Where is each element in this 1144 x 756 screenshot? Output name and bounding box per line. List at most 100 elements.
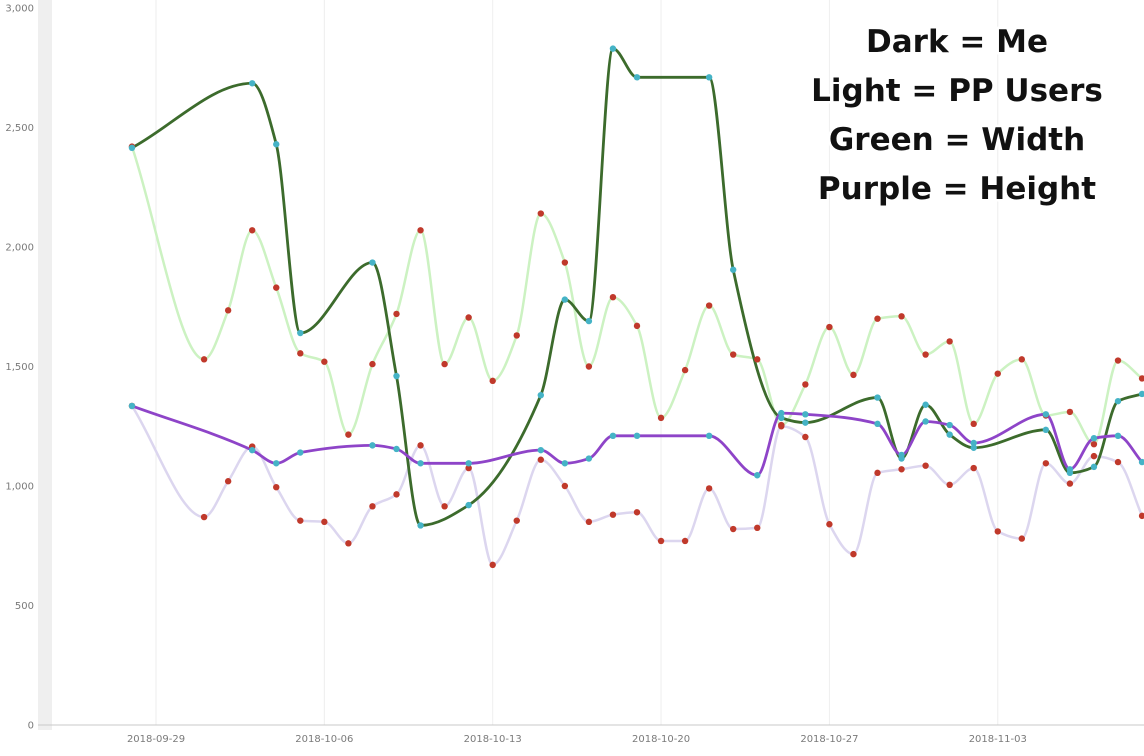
data-point-series-4 (609, 432, 617, 440)
data-point-series-2 (850, 550, 857, 558)
data-point-series-3 (730, 266, 737, 273)
data-point-series-1 (1018, 356, 1025, 363)
data-point-series-2 (489, 561, 496, 569)
data-point-series-2 (200, 513, 208, 521)
data-point-series-4 (128, 402, 136, 410)
data-point-series-1 (657, 414, 665, 422)
data-point-series-4 (922, 418, 929, 425)
data-point-series-3 (874, 394, 881, 401)
x-tick-label: 2018-10-13 (464, 734, 522, 745)
data-point-series-2 (730, 525, 737, 533)
data-point-series-4 (754, 472, 761, 479)
data-point-series-1 (537, 210, 544, 217)
data-point-series-1 (513, 332, 520, 339)
data-point-series-2 (585, 518, 593, 526)
data-point-series-2 (417, 442, 424, 449)
data-point-series-4 (898, 451, 905, 459)
data-point-series-1 (200, 356, 208, 363)
data-point-series-4 (273, 460, 280, 467)
data-point-series-2 (874, 469, 881, 477)
data-point-series-2 (681, 537, 689, 545)
data-point-series-1 (1066, 408, 1074, 416)
data-point-series-1 (1138, 375, 1144, 382)
y-tick-label: 500 (15, 601, 34, 612)
series-markers (128, 45, 1144, 569)
data-point-series-2 (898, 466, 905, 473)
data-point-series-1 (754, 356, 761, 363)
data-point-series-2 (393, 491, 400, 498)
data-point-series-3 (922, 401, 929, 408)
data-point-series-1 (705, 302, 713, 309)
x-axis-ticks: 2018-09-29 2018-10-06 2018-10-13 2018-10-20… (127, 734, 1027, 745)
data-point-series-4 (561, 460, 569, 467)
data-point-series-4 (465, 460, 472, 467)
legend-annotation: Dark = Me Light = PP Users Green = Width Pu… (809, 22, 1106, 210)
data-point-series-3 (633, 74, 641, 81)
data-point-series-3 (128, 144, 136, 152)
data-point-series-1 (898, 313, 905, 320)
y-tick-label: 2,500 (5, 123, 34, 134)
x-tick-label: 2018-09-29 (127, 734, 185, 745)
data-point-series-4 (585, 455, 593, 462)
data-point-series-2 (321, 518, 328, 526)
data-point-series-3 (273, 141, 280, 148)
x-tick-label: 2018-11-03 (969, 734, 1027, 745)
data-point-series-1 (441, 360, 448, 368)
data-point-series-4 (705, 432, 713, 440)
data-point-series-1 (393, 310, 400, 318)
y-tick-label: 1,000 (5, 482, 34, 493)
data-point-series-2 (946, 481, 953, 489)
data-point-series-3 (465, 501, 472, 509)
y-axis-ticks: 0 500 1,000 1,500 2,000 2,500 3,000 (5, 4, 34, 732)
annotation-line: Purple = Height (818, 171, 1096, 207)
data-point-series-3 (609, 45, 617, 52)
data-point-series-3 (417, 522, 424, 529)
data-point-series-3 (1090, 463, 1098, 471)
annotation-line: Dark = Me (866, 24, 1048, 60)
data-point-series-4 (1138, 458, 1144, 466)
data-point-series-4 (633, 432, 641, 440)
data-point-series-3 (970, 444, 977, 451)
data-point-series-3 (705, 74, 713, 81)
data-point-series-2 (778, 423, 785, 430)
data-point-series-2 (609, 511, 617, 518)
data-point-series-1 (946, 338, 953, 345)
data-point-series-3 (585, 317, 593, 325)
data-point-series-3 (1042, 426, 1050, 434)
data-point-series-4 (393, 445, 400, 453)
data-point-series-1 (633, 322, 641, 330)
data-point-series-1 (922, 351, 929, 358)
data-point-series-4 (1042, 411, 1050, 418)
data-point-series-2 (1090, 452, 1098, 460)
data-point-series-4 (1114, 432, 1122, 440)
data-point-series-2 (465, 464, 472, 472)
data-point-series-2 (705, 485, 713, 492)
data-point-series-2 (994, 528, 1001, 535)
data-point-series-4 (249, 446, 256, 454)
data-point-series-1 (1090, 440, 1098, 448)
data-point-series-3 (249, 80, 256, 87)
annotation-line: Light = PP Users (811, 73, 1103, 109)
data-point-series-2 (1018, 535, 1025, 542)
data-point-series-3 (297, 329, 304, 337)
data-point-series-4 (417, 460, 424, 467)
data-point-series-1 (730, 351, 737, 358)
data-point-series-3 (946, 431, 953, 438)
data-point-series-1 (1114, 357, 1122, 364)
data-point-series-2 (826, 521, 833, 528)
data-point-series-2 (922, 462, 929, 469)
data-point-series-1 (585, 363, 593, 370)
data-point-series-3 (778, 414, 785, 422)
y-axis-band (38, 0, 52, 730)
data-point-series-2 (1138, 512, 1144, 520)
data-point-series-1 (681, 366, 689, 374)
data-point-series-2 (754, 524, 761, 532)
data-point-series-1 (874, 315, 881, 322)
data-point-series-2 (970, 464, 977, 472)
data-point-series-3 (1114, 397, 1122, 405)
data-point-series-4 (778, 409, 785, 417)
data-point-series-2 (513, 517, 520, 524)
data-point-series-3 (561, 296, 569, 303)
data-point-series-2 (345, 540, 352, 547)
